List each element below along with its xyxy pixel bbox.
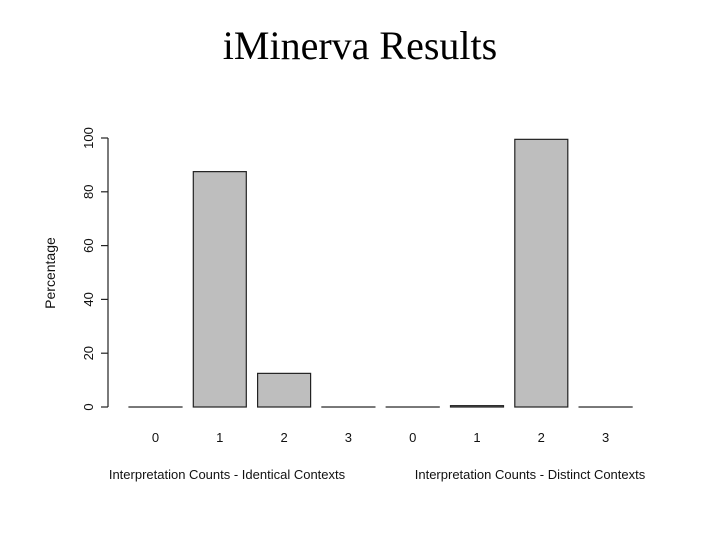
- y-tick-label: 60: [81, 238, 96, 252]
- y-tick-label: 80: [81, 185, 96, 199]
- x-tick-labels: 0 1 2 3 0 1 2 3: [152, 430, 609, 445]
- x-tick-label: 0: [152, 430, 159, 445]
- x-tick-label: 0: [409, 430, 416, 445]
- y-axis-label: Percentage: [42, 237, 58, 309]
- slide-title: iMinerva Results: [222, 23, 498, 68]
- bar-group0-cat1: [192, 171, 247, 408]
- x-tick-label: 2: [538, 430, 545, 445]
- x-tick-label: 1: [216, 430, 223, 445]
- x-tick-label: 3: [602, 430, 609, 445]
- y-tick-label: 0: [81, 403, 96, 410]
- y-tick-label: 20: [81, 346, 96, 360]
- y-tick-label: 100: [81, 127, 96, 149]
- x-tick-label: 1: [473, 430, 480, 445]
- bars: [128, 138, 633, 408]
- bar-group1-cat2: [514, 138, 569, 408]
- y-axis: 0 20 40 60 80 100: [81, 127, 109, 411]
- x-tick-label: 3: [345, 430, 352, 445]
- y-tick-label: 40: [81, 292, 96, 306]
- bar-group1-cat1: [449, 405, 505, 408]
- x-axis-label-identical: Interpretation Counts - Identical Contex…: [109, 467, 346, 482]
- x-axis-label-distinct: Interpretation Counts - Distinct Context…: [415, 467, 646, 482]
- x-tick-label: 2: [280, 430, 287, 445]
- bar-group0-cat2: [257, 372, 312, 408]
